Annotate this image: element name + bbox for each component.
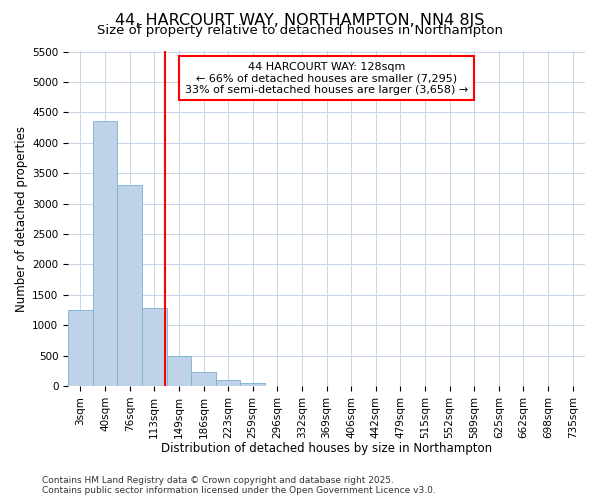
Text: 44 HARCOURT WAY: 128sqm
← 66% of detached houses are smaller (7,295)
33% of semi: 44 HARCOURT WAY: 128sqm ← 66% of detache… <box>185 62 468 94</box>
Bar <box>68 310 93 386</box>
Y-axis label: Number of detached properties: Number of detached properties <box>15 126 28 312</box>
Bar <box>216 380 241 386</box>
Bar <box>241 383 265 386</box>
Text: 44, HARCOURT WAY, NORTHAMPTON, NN4 8JS: 44, HARCOURT WAY, NORTHAMPTON, NN4 8JS <box>115 12 485 28</box>
Bar <box>142 308 167 386</box>
X-axis label: Distribution of detached houses by size in Northampton: Distribution of detached houses by size … <box>161 442 492 455</box>
Bar <box>167 356 191 386</box>
Text: Contains HM Land Registry data © Crown copyright and database right 2025.
Contai: Contains HM Land Registry data © Crown c… <box>42 476 436 495</box>
Bar <box>93 122 118 386</box>
Bar <box>191 372 216 386</box>
Text: Size of property relative to detached houses in Northampton: Size of property relative to detached ho… <box>97 24 503 37</box>
Bar <box>118 186 142 386</box>
